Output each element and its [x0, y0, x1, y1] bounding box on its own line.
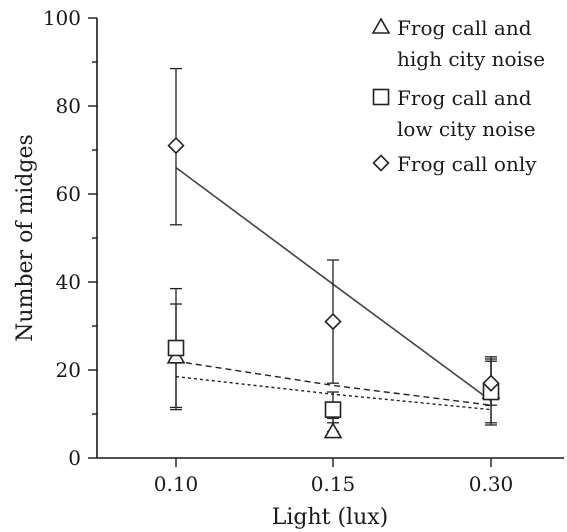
x-tick-label: 0.30: [469, 472, 514, 496]
data-point-diamond: [482, 374, 500, 392]
y-tick-label: 40: [56, 270, 81, 294]
legend-label: Frog call and: [397, 16, 532, 40]
legend-label: high city noise: [397, 47, 545, 71]
y-tick-label: 80: [56, 94, 81, 118]
legend-marker-triangle: [371, 17, 391, 34]
data-point-diamond: [324, 312, 342, 331]
legend-label: low city noise: [397, 117, 536, 141]
legend-label: Frog call and: [397, 86, 532, 110]
markers-layer: [166, 136, 501, 439]
x-tick-label: 0.10: [154, 472, 199, 496]
axes-layer: 0 20 40 60 80 100 0.10 0.15 0.30: [43, 6, 564, 496]
data-point-square: [324, 401, 342, 418]
legend-marker-diamond: [372, 154, 390, 172]
y-tick-label: 20: [56, 358, 81, 382]
legend-marker-square: [372, 88, 390, 106]
legend-label: Frog call only: [397, 152, 537, 176]
data-point-diamond: [167, 136, 185, 155]
legend: Frog call and high city noise Frog call an…: [371, 16, 545, 176]
y-tick-label: 0: [68, 446, 81, 470]
y-tick-label: 100: [43, 6, 81, 30]
fit-line-triangle: [175, 360, 492, 406]
x-axis-title: Light (lux): [272, 505, 389, 530]
x-tick-label: 0.15: [311, 472, 356, 496]
data-point-square: [167, 339, 185, 357]
y-tick-label: 60: [56, 182, 81, 206]
y-axis-title: Number of midges: [13, 134, 38, 342]
data-point-triangle: [323, 421, 343, 439]
